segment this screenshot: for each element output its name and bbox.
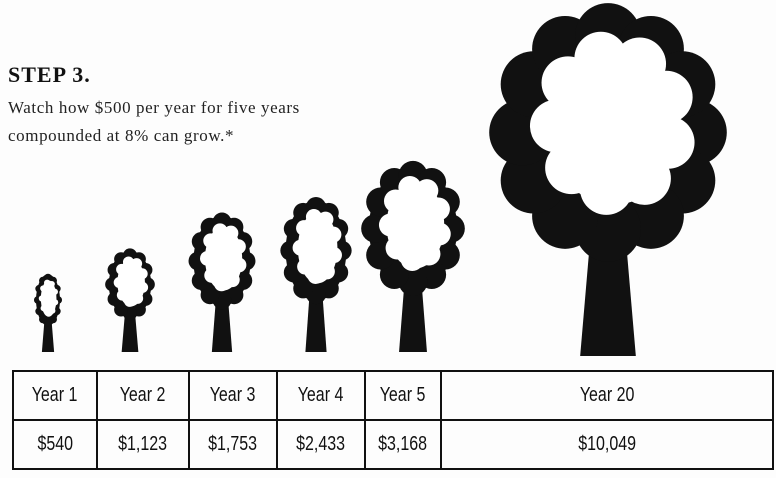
cell-text: $540	[37, 433, 73, 456]
tree-highlight	[137, 282, 148, 293]
amount-cell: $540	[13, 420, 97, 469]
cell-text: Year 2	[120, 384, 166, 407]
cell-text: Year 1	[32, 384, 78, 407]
tree-highlight	[131, 258, 142, 269]
year-cell: Year 1	[13, 371, 97, 420]
growth-table: Year 1 Year 2 Year 3 Year 4 Year 5 Year 20 $54…	[12, 370, 774, 470]
tree-highlight	[386, 237, 409, 260]
tree-highlight	[117, 290, 128, 301]
tree-highlight	[52, 289, 58, 295]
tree-highlight	[379, 213, 402, 236]
cell-text: $10,049	[578, 433, 636, 456]
description-line: compounded at 8% can grow.*	[8, 126, 234, 146]
tree-highlight	[49, 281, 55, 287]
amount-cell: $1,753	[189, 420, 277, 469]
table-row: Year 1 Year 2 Year 3 Year 4 Year 5 Year 20	[13, 371, 773, 420]
tree-highlight	[204, 268, 219, 283]
tree-highlight	[427, 197, 450, 220]
tree-highlight	[45, 310, 51, 316]
cell-text: $3,168	[379, 433, 428, 456]
year-cell: Year 4	[277, 371, 365, 420]
year-cell: Year 20	[441, 371, 773, 420]
tree-highlight	[297, 259, 313, 275]
cell-text: Year 20	[580, 384, 635, 407]
tree-highlight	[137, 268, 148, 279]
year-cell: Year 2	[97, 371, 189, 420]
tree-foliage	[39, 315, 47, 323]
amount-cell: $3,168	[365, 420, 441, 469]
tree-highlight	[640, 71, 693, 124]
cell-text: $2,433	[297, 433, 346, 456]
cell-text: $1,123	[119, 433, 168, 456]
tree-highlight	[428, 222, 451, 245]
year-cell: Year 3	[189, 371, 277, 420]
cell-text: Year 4	[298, 384, 344, 407]
step-heading: STEP 3.	[8, 62, 91, 88]
cell-text: Year 5	[380, 384, 426, 407]
tree-highlight	[232, 258, 247, 273]
tree-highlight	[200, 251, 215, 266]
tree-highlight	[223, 226, 238, 241]
description-line: Watch how $500 per year for five years	[8, 98, 300, 118]
tree-highlight	[40, 285, 46, 291]
tree-highlight	[318, 212, 334, 228]
tree-highlight	[39, 295, 45, 301]
tree-highlight	[231, 239, 246, 254]
year-cell: Year 5	[365, 371, 441, 420]
amount-cell: $10,049	[441, 420, 773, 469]
page: STEP 3. Watch how $500 per year for five…	[0, 0, 776, 478]
tree-highlight	[293, 240, 309, 256]
tree-highlight	[52, 299, 58, 305]
tree-highlight	[41, 305, 47, 311]
tree-highlight	[326, 247, 342, 263]
amount-cell: $2,433	[277, 420, 365, 469]
cell-text: $1,753	[209, 433, 258, 456]
tree-highlight	[114, 277, 125, 288]
cell-text: Year 3	[210, 384, 256, 407]
tree-highlight	[326, 227, 342, 243]
table-row: $540 $1,123 $1,753 $2,433 $3,168 $10,049	[13, 420, 773, 469]
amount-cell: $1,123	[97, 420, 189, 469]
